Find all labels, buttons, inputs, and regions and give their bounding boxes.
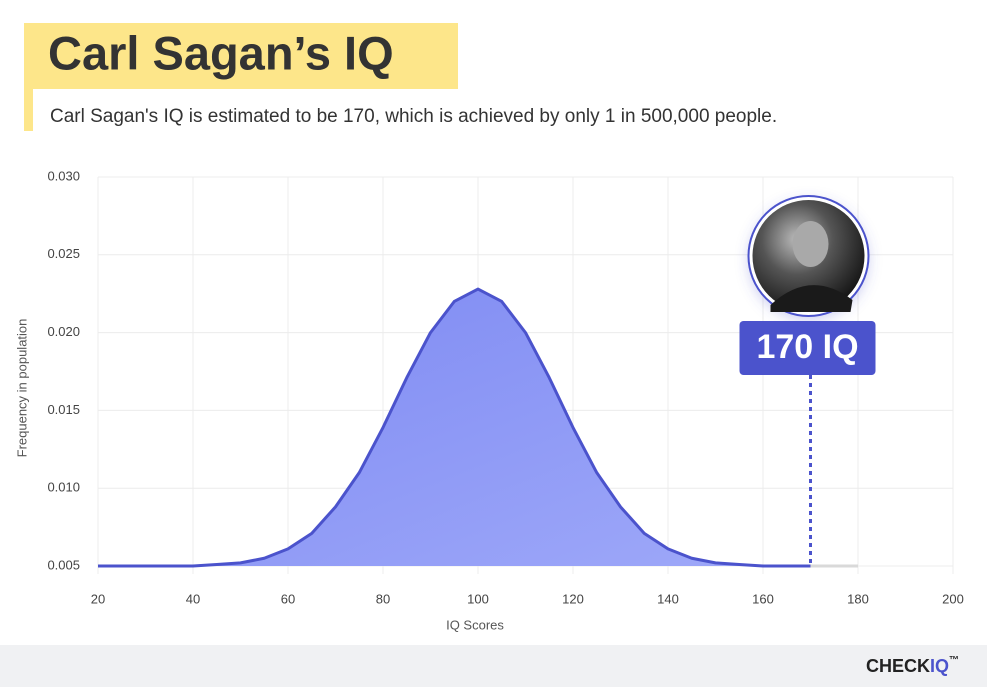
plot-area: 0.005 0.010 0.015 0.020 0.025 0.030 20 40 60 80 10… [47,168,963,606]
x-tick-label: 60 [281,591,295,606]
y-tick-label: 0.025 [47,246,80,261]
y-tick-label: 0.010 [47,480,80,495]
x-tick-label: 20 [91,591,105,606]
marker-label-box [739,321,876,375]
chart-title: Carl Sagan’s IQ [48,26,394,79]
x-axis-label: IQ Scores [446,617,504,632]
y-tick-label: 0.005 [47,557,80,572]
curve-line [98,287,811,568]
chart-subtitle: Carl Sagan's IQ is estimated to be 170, … [50,106,777,127]
title-accent [24,89,33,131]
x-tick-label: 120 [562,591,584,606]
marker-label: 170 IQ [756,328,858,366]
y-tick-label: 0.030 [47,168,80,183]
x-tick-label: 80 [376,591,390,606]
area-fill [98,289,811,566]
brand-name: CHECK [866,656,930,676]
x-tick-label: 40 [186,591,200,606]
x-tick-label: 160 [752,591,774,606]
y-tick-label: 0.020 [47,324,80,339]
title-box [24,23,458,89]
y-tick-label: 0.015 [47,402,80,417]
brand-accent: IQ [930,656,949,676]
footer [0,645,987,687]
photo-figure [792,221,829,267]
x-tick-label: 200 [942,591,964,606]
x-tick-label: 140 [657,591,679,606]
brand-logo: CHECKIQ™ [866,655,959,676]
y-axis-label: Frequency in population [14,319,29,458]
x-tick-label: 180 [847,591,869,606]
photo-shoulders [770,285,853,312]
brand-mark: ™ [949,655,959,666]
x-tick-label: 100 [467,591,489,606]
